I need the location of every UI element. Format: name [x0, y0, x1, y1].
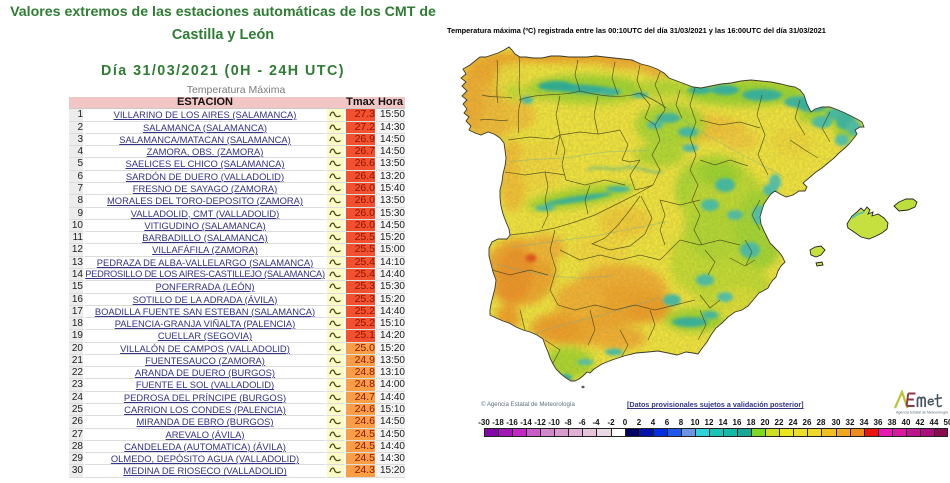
svg-text:Agencia Estatal de Meteorologí: Agencia Estatal de Meteorología [896, 411, 948, 415]
